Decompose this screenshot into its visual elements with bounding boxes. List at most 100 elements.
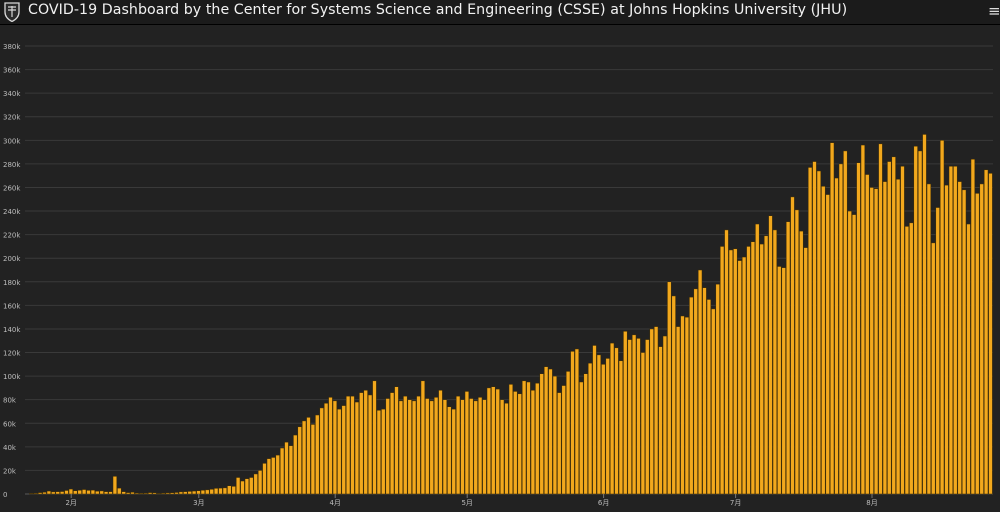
- bar[interactable]: [130, 491, 135, 495]
- bar[interactable]: [891, 156, 896, 495]
- bar[interactable]: [957, 181, 962, 495]
- bar[interactable]: [301, 420, 307, 495]
- bar[interactable]: [561, 385, 566, 495]
- bar[interactable]: [966, 223, 971, 495]
- bar[interactable]: [724, 229, 729, 495]
- bar[interactable]: [535, 382, 540, 495]
- bar[interactable]: [944, 184, 949, 495]
- bar[interactable]: [847, 210, 852, 495]
- bar[interactable]: [530, 390, 536, 495]
- bar[interactable]: [77, 489, 82, 495]
- bar[interactable]: [887, 161, 892, 495]
- bar[interactable]: [851, 214, 857, 495]
- bar[interactable]: [909, 222, 914, 495]
- bar[interactable]: [605, 358, 610, 495]
- bar[interactable]: [398, 400, 404, 495]
- bar[interactable]: [574, 348, 580, 495]
- bar[interactable]: [706, 299, 712, 495]
- bar[interactable]: [469, 398, 474, 495]
- bar[interactable]: [108, 491, 113, 495]
- bar[interactable]: [733, 248, 738, 495]
- bar[interactable]: [719, 246, 725, 495]
- bar[interactable]: [640, 352, 646, 495]
- bar[interactable]: [750, 241, 756, 495]
- bar[interactable]: [345, 395, 351, 495]
- bar[interactable]: [900, 166, 905, 495]
- bar[interactable]: [499, 399, 505, 495]
- bar[interactable]: [645, 339, 650, 495]
- bar[interactable]: [403, 395, 408, 495]
- bar[interactable]: [517, 393, 522, 495]
- bar[interactable]: [486, 387, 492, 495]
- bar[interactable]: [363, 390, 368, 495]
- bar[interactable]: [658, 346, 663, 495]
- bar[interactable]: [451, 408, 456, 495]
- bar[interactable]: [332, 400, 338, 495]
- bar[interactable]: [979, 183, 984, 495]
- bar[interactable]: [323, 402, 329, 495]
- bar[interactable]: [636, 338, 641, 495]
- bar[interactable]: [447, 406, 452, 495]
- bar[interactable]: [609, 342, 615, 495]
- bar[interactable]: [200, 489, 206, 495]
- bar[interactable]: [381, 408, 386, 495]
- bar[interactable]: [587, 362, 593, 495]
- bar[interactable]: [46, 490, 52, 495]
- bar[interactable]: [464, 391, 470, 495]
- bar[interactable]: [917, 150, 923, 495]
- bar[interactable]: [394, 386, 399, 495]
- bar[interactable]: [354, 401, 360, 495]
- bar[interactable]: [293, 434, 298, 495]
- bar[interactable]: [328, 397, 333, 495]
- bar[interactable]: [73, 490, 78, 495]
- bar[interactable]: [262, 463, 267, 495]
- bar[interactable]: [970, 158, 976, 495]
- bar[interactable]: [117, 487, 122, 495]
- bar[interactable]: [816, 170, 822, 495]
- bar[interactable]: [614, 347, 619, 495]
- bar[interactable]: [570, 351, 575, 495]
- bar[interactable]: [222, 487, 228, 495]
- bar[interactable]: [37, 492, 43, 495]
- bar[interactable]: [271, 457, 276, 495]
- bar[interactable]: [922, 134, 927, 495]
- bar[interactable]: [557, 392, 562, 495]
- bar[interactable]: [187, 491, 192, 495]
- bar[interactable]: [662, 335, 668, 495]
- bar[interactable]: [961, 189, 967, 495]
- bar[interactable]: [680, 315, 685, 495]
- bar[interactable]: [460, 399, 465, 495]
- bar[interactable]: [689, 296, 694, 495]
- bar[interactable]: [235, 477, 241, 495]
- bar[interactable]: [425, 398, 430, 495]
- bar[interactable]: [310, 424, 316, 495]
- bar[interactable]: [244, 478, 250, 495]
- bar[interactable]: [935, 207, 940, 495]
- bar[interactable]: [834, 177, 839, 495]
- bar[interactable]: [42, 491, 47, 495]
- bar[interactable]: [728, 249, 734, 495]
- bar[interactable]: [231, 486, 236, 495]
- bar[interactable]: [552, 375, 558, 495]
- bar[interactable]: [869, 187, 874, 495]
- bar[interactable]: [860, 144, 866, 495]
- bar[interactable]: [768, 215, 773, 495]
- bar[interactable]: [825, 194, 830, 495]
- bar[interactable]: [777, 266, 782, 495]
- bar[interactable]: [359, 392, 364, 495]
- bar[interactable]: [376, 410, 382, 495]
- bar[interactable]: [772, 229, 778, 495]
- bar[interactable]: [125, 492, 131, 495]
- bar[interactable]: [205, 489, 210, 495]
- bar[interactable]: [838, 163, 844, 495]
- bar[interactable]: [508, 384, 514, 495]
- bar[interactable]: [143, 492, 148, 495]
- bar[interactable]: [596, 354, 602, 495]
- bar[interactable]: [389, 392, 395, 495]
- bar[interactable]: [196, 490, 201, 495]
- bar[interactable]: [737, 260, 742, 495]
- bar[interactable]: [64, 490, 69, 495]
- bar[interactable]: [191, 490, 197, 495]
- bar[interactable]: [367, 394, 373, 495]
- bar[interactable]: [865, 174, 870, 495]
